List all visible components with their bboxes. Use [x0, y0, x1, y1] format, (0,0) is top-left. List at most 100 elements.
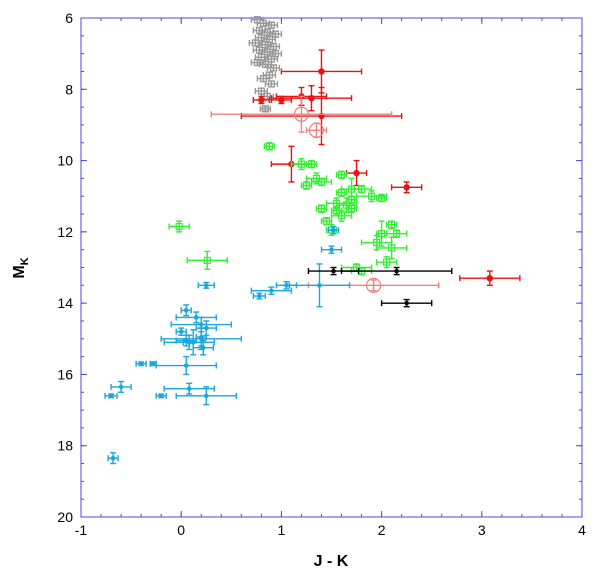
marker: [186, 386, 192, 391]
x-tick-label: -1: [75, 522, 88, 538]
data-point: [149, 360, 157, 367]
marker: [393, 230, 401, 238]
marker: [317, 283, 322, 288]
data-point: [175, 327, 187, 336]
data-point: [252, 46, 267, 54]
x-tick-label: 4: [578, 522, 586, 538]
marker: [486, 274, 494, 282]
axis-ticks: [80, 17, 583, 518]
data-point: [266, 64, 281, 72]
marker: [267, 21, 275, 29]
data-point: [104, 392, 118, 399]
marker: [257, 53, 265, 61]
marker: [183, 307, 189, 313]
marker: [253, 58, 261, 67]
data-point: [250, 58, 265, 67]
data-point: [380, 298, 433, 308]
marker: [259, 74, 267, 83]
marker: [337, 212, 346, 220]
marker: [269, 64, 277, 72]
x-tick-label: 2: [378, 522, 386, 538]
data-point: [256, 74, 271, 83]
marker: [150, 361, 156, 367]
marker: [297, 160, 306, 168]
data-point: [155, 392, 167, 399]
marker: [329, 247, 334, 252]
marker: [308, 94, 315, 102]
data-point: [186, 250, 228, 270]
data-point: [252, 95, 271, 105]
data-point: [375, 193, 388, 203]
marker: [251, 39, 259, 47]
data-point: [259, 105, 272, 113]
marker: [193, 315, 199, 320]
y-tick-label: 12: [57, 224, 73, 240]
marker: [404, 300, 409, 306]
marker: [175, 222, 183, 231]
data-point: [335, 188, 348, 197]
data-point: [264, 21, 279, 29]
marker: [118, 384, 124, 390]
marker: [367, 192, 376, 200]
marker: [378, 194, 386, 202]
marker: [388, 221, 396, 229]
data-point: [180, 304, 192, 317]
marker: [203, 393, 209, 399]
svg-text:MK: MK: [11, 257, 31, 278]
data-point: [310, 177, 333, 187]
marker: [365, 277, 382, 293]
marker: [138, 361, 144, 367]
marker: [337, 189, 346, 197]
y-tick-label: 10: [57, 153, 73, 169]
data-point: [330, 209, 353, 222]
series-5: [307, 266, 453, 308]
marker: [322, 217, 331, 225]
data-point: [385, 229, 408, 238]
marker: [259, 19, 267, 27]
marker: [302, 181, 311, 190]
marker: [403, 184, 410, 191]
data-point: [459, 270, 521, 287]
marker: [293, 106, 310, 122]
marker: [317, 178, 326, 186]
y-tick-label: 16: [57, 366, 73, 382]
marker: [203, 256, 211, 264]
marker: [255, 46, 263, 54]
marker: [394, 268, 399, 274]
data-point: [175, 386, 238, 406]
y-tick-label: 14: [57, 295, 73, 311]
data-point: [327, 225, 340, 235]
data-point: [268, 30, 283, 38]
marker: [318, 68, 325, 75]
marker: [307, 160, 316, 168]
marker: [331, 268, 336, 274]
marker: [388, 244, 396, 252]
marker: [378, 230, 386, 238]
data-point: [258, 60, 273, 68]
marker: [257, 293, 262, 299]
data-point: [192, 339, 214, 356]
data-point: [280, 49, 363, 94]
x-axis-label: J - K: [314, 553, 349, 570]
marker: [331, 227, 336, 233]
marker: [261, 60, 269, 68]
data-point: [375, 256, 398, 269]
y-tick-label: 20: [57, 509, 73, 525]
data-point: [263, 142, 276, 151]
marker: [198, 322, 204, 327]
marker: [353, 169, 360, 177]
y-tick-label: 8: [65, 81, 73, 97]
y-axis-label: MK: [11, 257, 31, 278]
marker: [271, 50, 279, 58]
data-point: [375, 236, 408, 260]
data-point: [210, 95, 393, 133]
data-point: [315, 204, 328, 213]
marker: [267, 80, 275, 88]
data-point: [110, 380, 132, 393]
marker: [347, 205, 356, 213]
data-point: [320, 245, 343, 254]
data-point: [252, 292, 267, 300]
marker: [308, 122, 325, 138]
